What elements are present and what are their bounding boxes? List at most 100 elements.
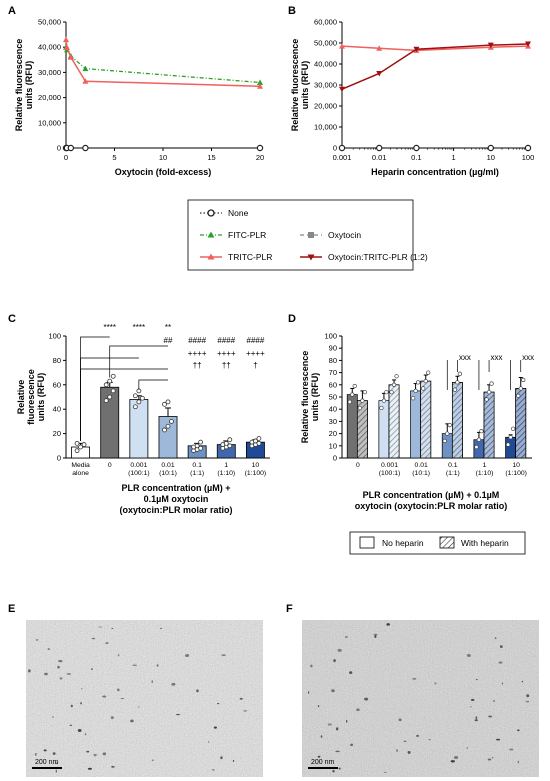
data-point	[476, 437, 482, 442]
x-tick-label: 10	[159, 153, 167, 162]
category-label: 0	[356, 462, 360, 469]
particle	[196, 689, 199, 693]
data-point	[479, 429, 484, 434]
particle	[498, 661, 503, 664]
y-tick-label: 10,000	[314, 123, 337, 132]
y-tick-label: 60,000	[314, 18, 337, 27]
particle	[55, 762, 58, 765]
y-axis-title-line2: units (RFU)	[24, 61, 34, 110]
data-point	[165, 399, 171, 405]
x-tick-label: 0	[64, 153, 68, 162]
particle	[453, 755, 459, 760]
x-axis-title-line1: PLR concentration (µM) +	[122, 483, 231, 493]
scalebar-f-label: 200 nm	[311, 759, 335, 766]
data-point	[136, 399, 142, 405]
category-label: 1	[483, 462, 487, 469]
category-sublabel: (10:1)	[412, 470, 430, 477]
particle	[333, 659, 336, 663]
category-label: 0.1	[448, 462, 458, 469]
category-sublabel: (1:10)	[476, 470, 494, 477]
data-point	[347, 399, 352, 405]
particle	[221, 654, 226, 656]
y-tick-label: 40,000	[38, 43, 61, 52]
data-point	[505, 442, 511, 447]
category-label: 10	[512, 462, 520, 469]
particle	[450, 760, 455, 763]
particle	[213, 726, 217, 729]
point-fitc	[82, 65, 89, 72]
point-complex	[339, 86, 345, 93]
particle	[344, 636, 348, 638]
data-point	[198, 445, 204, 451]
particle	[69, 724, 73, 727]
data-point	[389, 389, 394, 395]
category-label: 10	[252, 462, 260, 469]
category-label: 1	[224, 462, 228, 469]
series-tritc	[63, 36, 263, 89]
point-none	[524, 144, 532, 152]
particle	[469, 706, 472, 708]
data-point	[162, 401, 167, 407]
data-point	[350, 392, 355, 397]
point-none	[82, 144, 89, 152]
particle	[120, 697, 125, 700]
category-sublabel: (1:100)	[505, 470, 527, 477]
point-fitc	[257, 79, 263, 85]
particle	[111, 627, 114, 630]
significance-plus: ++++	[246, 349, 265, 358]
data-point	[362, 389, 368, 395]
particle	[239, 697, 243, 700]
particle	[81, 687, 83, 690]
category-sublabel: (1:1)	[446, 470, 460, 477]
particle	[403, 740, 407, 742]
data-point	[110, 373, 116, 379]
particle	[159, 627, 163, 630]
category-sublabel: (100:1)	[379, 470, 401, 477]
particle	[350, 743, 353, 746]
y-tick-label: 30	[329, 417, 337, 426]
data-point	[227, 437, 233, 443]
particle	[105, 642, 109, 644]
data-point	[445, 431, 450, 436]
particle	[320, 735, 323, 739]
bar-with-heparin	[388, 384, 400, 459]
y-axis-title-line1: Relative fluorescence	[290, 39, 300, 132]
point-tritc	[339, 43, 345, 49]
legend-label-oxytocin: Oxytocin	[328, 230, 361, 240]
series-none	[62, 144, 264, 152]
x-axis-title: Oxytocin (fold-excess)	[115, 167, 212, 177]
point-complex	[487, 42, 494, 49]
x-tick-label: 1	[452, 153, 456, 162]
particle	[338, 767, 341, 770]
bar-no-heparin	[441, 433, 453, 459]
data-point	[132, 404, 138, 410]
series-line-complex	[341, 43, 529, 90]
particle	[93, 753, 97, 757]
particle	[59, 677, 63, 680]
data-point	[421, 386, 426, 391]
particle	[466, 746, 468, 749]
point-complex	[413, 46, 420, 53]
y-tick-label: 50	[329, 393, 337, 402]
data-point	[452, 387, 458, 392]
particle	[373, 633, 378, 636]
particle	[86, 750, 90, 753]
significance-xxx: xxx	[522, 353, 534, 362]
point-none	[256, 144, 264, 152]
data-point	[223, 440, 229, 446]
particle	[407, 750, 411, 754]
y-tick-label: 20,000	[38, 93, 61, 102]
particle	[396, 749, 398, 752]
particle	[156, 664, 159, 667]
y-axis-title-line1: Relative fluorescence	[14, 39, 24, 132]
y-tick-label: 90	[329, 344, 337, 353]
particle	[211, 769, 215, 771]
particle	[525, 700, 530, 703]
bar-with-heparin	[451, 382, 463, 459]
point-tritc	[376, 45, 383, 51]
data-point	[394, 374, 399, 379]
x-axis-title-line3: (oxytocin:PLR molar ratio)	[119, 505, 232, 515]
